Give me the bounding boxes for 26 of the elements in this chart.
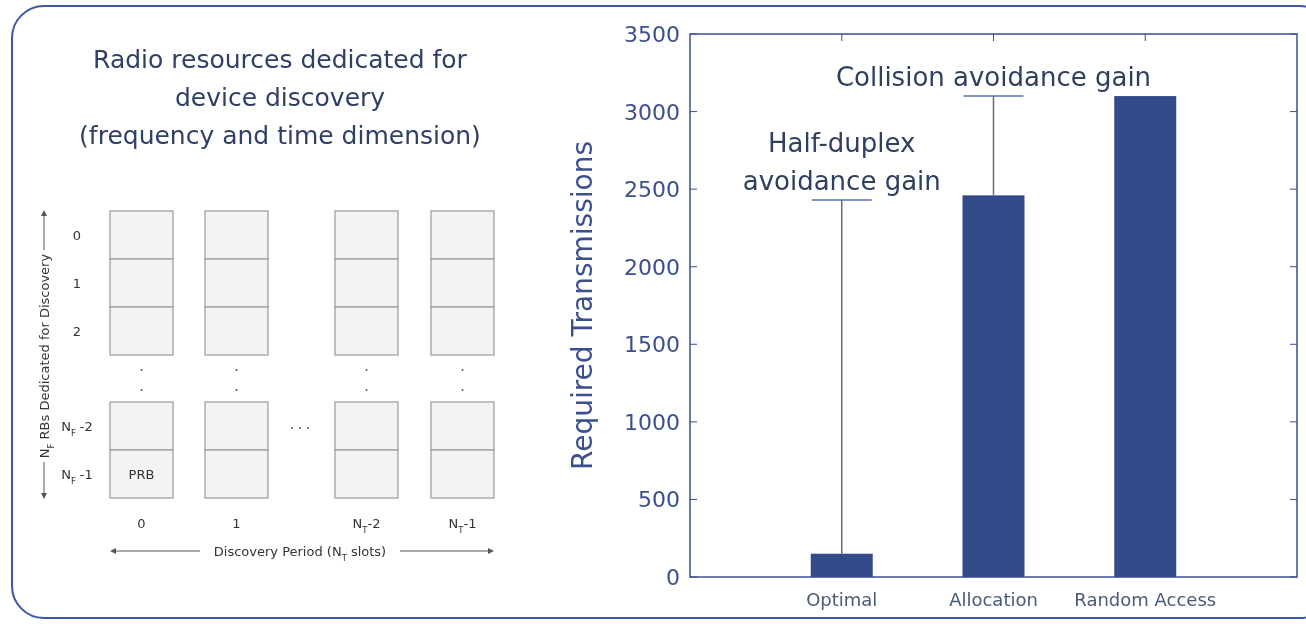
y-tick-label: 1000: [624, 409, 680, 435]
category-label: N$_{T}$-1: [448, 516, 477, 535]
y-tick-label: 3000: [624, 99, 680, 125]
category-label: 0: [72, 228, 82, 243]
y-tick-label: 1500: [624, 332, 680, 358]
annotation: Collision avoidance gain: [835, 62, 1152, 93]
category-label: N$_{F}$ -2: [61, 419, 93, 438]
y-tick-label: 500: [638, 487, 680, 513]
category-label: 0: [137, 516, 146, 531]
y-tick-label: 3500: [624, 22, 680, 47]
text: PRB: [128, 467, 155, 482]
x-tick-label: Random Access: [1074, 589, 1217, 610]
y-tick-label: 0: [666, 565, 680, 590]
x-tick-label: Optimal: [806, 589, 878, 610]
y-tick-label: 2000: [624, 254, 680, 280]
annotation: Half-duplex avoidance gain: [742, 128, 941, 196]
x-tick-label: Allocation: [949, 589, 1038, 610]
y-axis-title: Required Transmissions: [566, 141, 599, 470]
category-label: N$_{T}$-2: [352, 516, 381, 535]
text: Discovery Period (N$_{T}$ slots): [213, 544, 387, 563]
category-label: 1: [232, 516, 241, 531]
text: Radio resources dedicated for device discovery (frequency and time dimension): [79, 45, 481, 150]
category-label: N$_{F}$ -1: [61, 467, 93, 486]
y-tick-label: 2500: [624, 177, 680, 203]
category-label: 2: [72, 324, 82, 339]
category-label: 1: [72, 276, 82, 291]
